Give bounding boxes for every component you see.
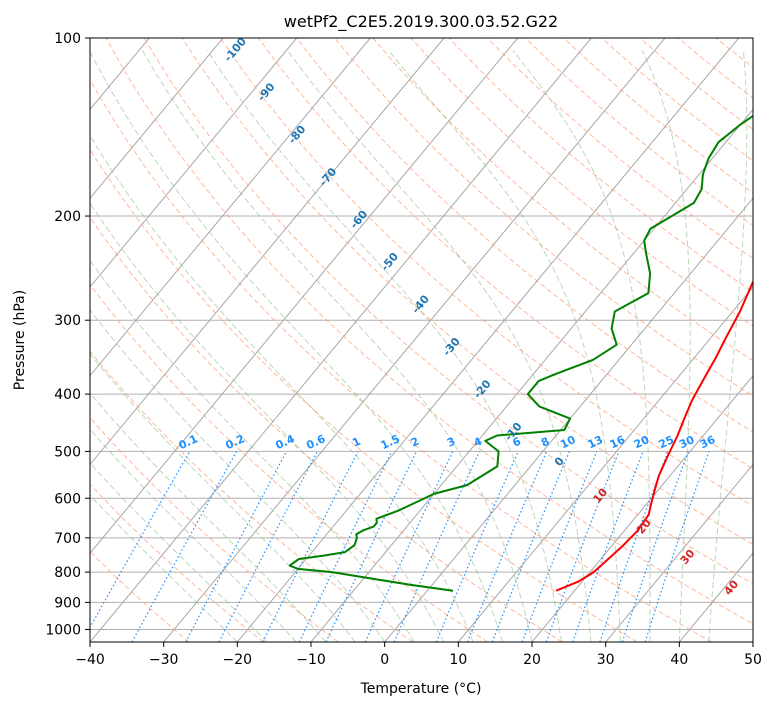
mixing-ratio-line: [599, 451, 669, 642]
x-tick-label: 30: [597, 652, 615, 668]
mixing-ratio-line: [521, 451, 598, 642]
y-axis-ticks: 100 200 300 400 500 600 700 800 900 1000: [45, 31, 90, 638]
y-tick-label: 800: [54, 565, 81, 581]
dry-adiabat-line: [410, 38, 753, 327]
moist-adiabat-line: [90, 352, 356, 642]
isotherm-line: [90, 38, 371, 377]
isotherm-line: [163, 38, 666, 642]
moist-adiabat-line: [90, 462, 268, 642]
moist-adiabat-line: [90, 428, 297, 642]
mixing-ratio-line: [185, 451, 288, 642]
mixing-ratio-label: 30: [677, 433, 697, 451]
y-tick-label: 500: [54, 444, 81, 460]
chart-title: wetPf2_C2E5.2019.300.03.52.G22: [284, 12, 558, 32]
y-tick-label: 900: [54, 595, 81, 611]
dry-adiabat-line: [181, 38, 753, 546]
isotherm-line: [605, 463, 753, 642]
dry-adiabat-line: [90, 216, 563, 642]
mixing-ratio-label: 16: [608, 433, 628, 451]
dry-adiabat-line: [90, 483, 264, 642]
x-tick-label: −10: [296, 652, 326, 668]
dry-adiabat-line: [90, 283, 488, 642]
moist-adiabat-line: [708, 50, 748, 642]
moist-adiabat-line: [90, 202, 445, 642]
plot-frame: [89, 37, 754, 643]
moist-adiabat-line: [90, 309, 386, 642]
x-tick-label: 40: [670, 652, 688, 668]
dewpoint-profile-line: [288, 114, 753, 592]
x-tick-label: 0: [380, 652, 389, 668]
mixing-ratio-label: 25: [657, 433, 676, 451]
temperature-profile-line: [555, 279, 753, 592]
moist-adiabat-line: [642, 50, 691, 642]
background-lines: [90, 38, 753, 642]
mixing-ratio-line: [435, 451, 519, 642]
mixing-ratio-line: [131, 451, 238, 642]
y-tick-label: 200: [54, 209, 81, 225]
dry-adiabat-line: [90, 148, 638, 642]
mixing-ratio-line: [644, 451, 710, 642]
x-tick-label: −40: [75, 652, 105, 668]
dry-adiabat-line: [372, 38, 753, 362]
mixing-ratio-label: 13: [586, 433, 605, 451]
x-axis-label: Temperature (°C): [360, 681, 482, 697]
dry-adiabat-line: [90, 78, 712, 642]
isotherm-line: [384, 197, 753, 642]
mixing-ratio-line: [491, 451, 570, 642]
mixing-ratio-line: [572, 451, 644, 642]
mixing-ratio-line: [262, 451, 359, 642]
y-tick-label: 100: [54, 31, 81, 47]
isotherm-line: [310, 108, 753, 642]
series-layer: [288, 114, 753, 592]
x-tick-label: 10: [449, 652, 467, 668]
moist-adiabat-line: [90, 494, 238, 642]
moist-adiabat-line: [512, 50, 651, 642]
mixing-ratio-label: 20: [632, 433, 652, 451]
isotherm-line: [531, 374, 753, 642]
y-tick-label: 300: [54, 313, 81, 329]
mixing-ratio-line: [545, 451, 620, 642]
x-tick-label: −30: [149, 652, 179, 668]
moist-adiabat-line: [388, 50, 621, 642]
y-tick-label: 600: [54, 491, 81, 507]
isotherm-line: [457, 286, 753, 642]
mixing-ratio-line: [90, 451, 191, 629]
x-axis-ticks: −40 −30 −20 −10 0 10 20 30 40 50: [75, 642, 762, 668]
isotherm-line: [90, 38, 445, 466]
moist-adiabat-line: [206, 50, 562, 642]
moist-adiabat-line: [90, 259, 415, 642]
y-axis-label: Pressure (hPa): [12, 290, 28, 390]
dry-adiabat-line: [143, 38, 753, 585]
y-tick-label: 700: [54, 531, 81, 547]
y-tick-label: 400: [54, 387, 81, 403]
moist-adiabat-line: [90, 392, 327, 642]
dry-adiabat-line: [90, 350, 414, 642]
moist-adiabat-line: [287, 50, 592, 642]
dry-adiabat-line: [105, 38, 753, 625]
mixing-ratio-label: 10: [558, 433, 578, 451]
x-tick-label: 20: [523, 652, 541, 668]
isotherm-line: [90, 38, 519, 555]
mixing-ratio-line: [393, 451, 480, 642]
moist-adiabat-line: [90, 134, 474, 642]
moist-adiabat-line: [142, 50, 533, 642]
dry-adiabat-line: [258, 38, 753, 470]
mixing-ratio-label: 36: [698, 433, 718, 451]
isotherm-line: [90, 38, 592, 642]
y-tick-label: 1000: [45, 622, 81, 638]
isotherm-line: [90, 38, 298, 288]
isotherm-line: [236, 38, 740, 642]
dry-adiabat-line: [296, 38, 753, 433]
mixing-ratio-line: [466, 451, 548, 642]
x-tick-label: −20: [223, 652, 253, 668]
isotherm-line: [90, 38, 224, 200]
x-tick-label: 50: [744, 652, 762, 668]
mixing-ratio-line: [621, 451, 689, 642]
